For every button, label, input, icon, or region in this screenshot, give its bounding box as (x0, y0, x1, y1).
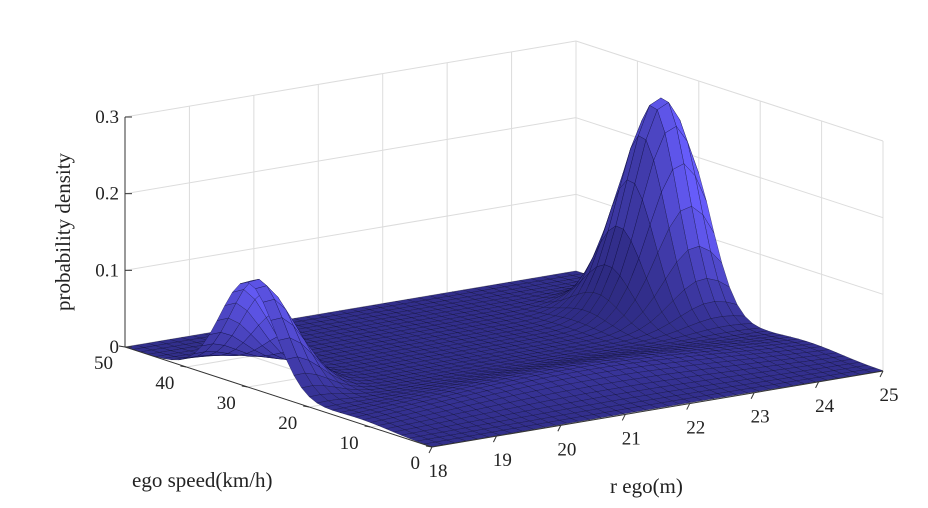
x-tick (686, 403, 691, 410)
x-tick-label: 19 (493, 450, 512, 471)
x-tick-label: 25 (880, 385, 899, 406)
x-tick (750, 392, 755, 399)
y-tick (303, 405, 310, 408)
y-tick (425, 445, 433, 448)
grid-line (124, 40, 577, 118)
z-tick-label: 0.1 (95, 260, 119, 281)
grid-line (124, 193, 577, 271)
y-tick-label: 0 (411, 453, 421, 474)
z-tick-label: 0.2 (95, 184, 119, 205)
x-tick (492, 435, 497, 443)
x-tick (428, 446, 433, 454)
x-tick (879, 370, 884, 378)
z-tick-label: 0.3 (95, 107, 119, 128)
y-tick (118, 345, 126, 348)
x-tick-label: 22 (686, 418, 705, 439)
x-tick (815, 381, 820, 389)
y-tick (180, 365, 187, 368)
y-tick-label: 30 (217, 393, 236, 414)
y-axis-label: ego speed(km/h) (132, 468, 273, 492)
surface-plot (124, 97, 884, 447)
grid-line (575, 117, 884, 219)
y-tick-label: 20 (278, 413, 297, 434)
y-tick (364, 425, 371, 428)
grid-line (124, 117, 577, 195)
axes (118, 116, 884, 454)
z-tick-label: 0 (110, 337, 120, 358)
x-tick (557, 425, 562, 432)
y-tick-label: 10 (340, 433, 359, 454)
y-tick (241, 385, 248, 388)
z-axis-label: probability density (51, 152, 75, 311)
y-axis-line (124, 346, 433, 448)
x-tick-label: 18 (429, 461, 448, 482)
x-tick-label: 24 (815, 396, 835, 417)
x-tick (621, 414, 626, 421)
x-tick-label: 20 (557, 439, 576, 460)
x-axis-label: r ego(m) (610, 474, 683, 498)
x-tick-label: 23 (751, 407, 770, 428)
x-axis-line (431, 370, 884, 448)
y-tick-label: 40 (155, 373, 174, 394)
y-tick-label: 50 (94, 353, 113, 374)
grid-line (575, 40, 884, 142)
x-tick-label: 21 (622, 428, 641, 449)
